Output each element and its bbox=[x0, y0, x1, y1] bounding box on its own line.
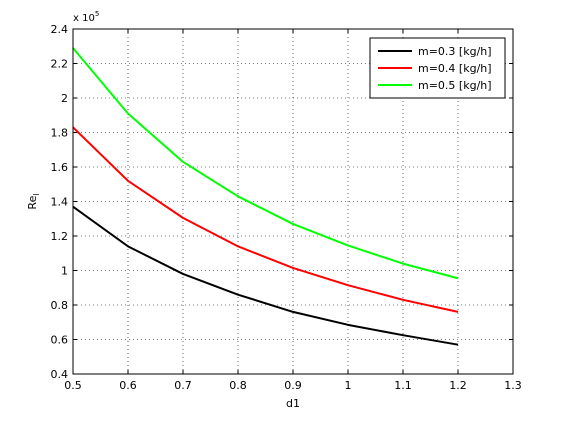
y-axis-multiplier-exponent: 5 bbox=[95, 10, 99, 18]
x-tick-label: 1.2 bbox=[449, 379, 467, 392]
tick-labels: 0.5 0.6 0.7 0.8 0.9 1 1.1 1.2 1.3 0.4 0.6 0.8 1 1.2 1.… bbox=[51, 23, 522, 392]
y-axis-label-main: Re bbox=[26, 195, 39, 209]
x-tick-label: 0.8 bbox=[229, 379, 247, 392]
x-tick-label: 1.3 bbox=[504, 379, 522, 392]
y-axis-multiplier-base: x 10 bbox=[73, 13, 95, 24]
legend-label-2: m=0.4 [kg/h] bbox=[418, 62, 492, 75]
series-group bbox=[72, 47, 459, 346]
y-tick-label: 1.4 bbox=[51, 196, 69, 209]
x-tick-label: 0.5 bbox=[64, 379, 82, 392]
x-tick-label: 1.1 bbox=[394, 379, 412, 392]
x-tick-label: 0.9 bbox=[284, 379, 302, 392]
y-axis-label: Rel bbox=[26, 193, 41, 209]
svg-text:Rel: Rel bbox=[26, 193, 41, 209]
x-tick-label: 1 bbox=[345, 379, 352, 392]
y-tick-label: 0.8 bbox=[51, 299, 69, 312]
legend-label-1: m=0.3 [kg/h] bbox=[418, 45, 492, 58]
y-tick-label: 1.6 bbox=[51, 161, 69, 174]
x-axis-label: d1 bbox=[286, 397, 300, 410]
y-tick-label: 1.2 bbox=[51, 230, 69, 243]
y-tick-label: 1 bbox=[61, 265, 68, 278]
y-tick-label: 2.2 bbox=[51, 58, 69, 71]
x-tick-label: 0.7 bbox=[174, 379, 192, 392]
series-line-2 bbox=[72, 126, 459, 313]
series-line-3 bbox=[72, 47, 459, 280]
legend-label-3: m=0.5 [kg/h] bbox=[418, 79, 492, 92]
x-tick-label: 0.6 bbox=[119, 379, 137, 392]
y-tick-label: 2 bbox=[61, 92, 68, 105]
series-line-1 bbox=[72, 205, 459, 346]
legend: m=0.3 [kg/h] m=0.4 [kg/h] m=0.5 [kg/h] bbox=[369, 37, 506, 99]
y-axis-label-subscript: l bbox=[32, 193, 41, 195]
grid bbox=[73, 29, 513, 374]
y-tick-label: 0.4 bbox=[51, 368, 69, 381]
ticks bbox=[72, 28, 514, 375]
y-axis-multiplier: x 105 bbox=[73, 10, 99, 24]
y-tick-label: 2.4 bbox=[51, 23, 69, 36]
y-tick-label: 1.8 bbox=[51, 127, 69, 140]
y-tick-label: 0.6 bbox=[51, 334, 69, 347]
